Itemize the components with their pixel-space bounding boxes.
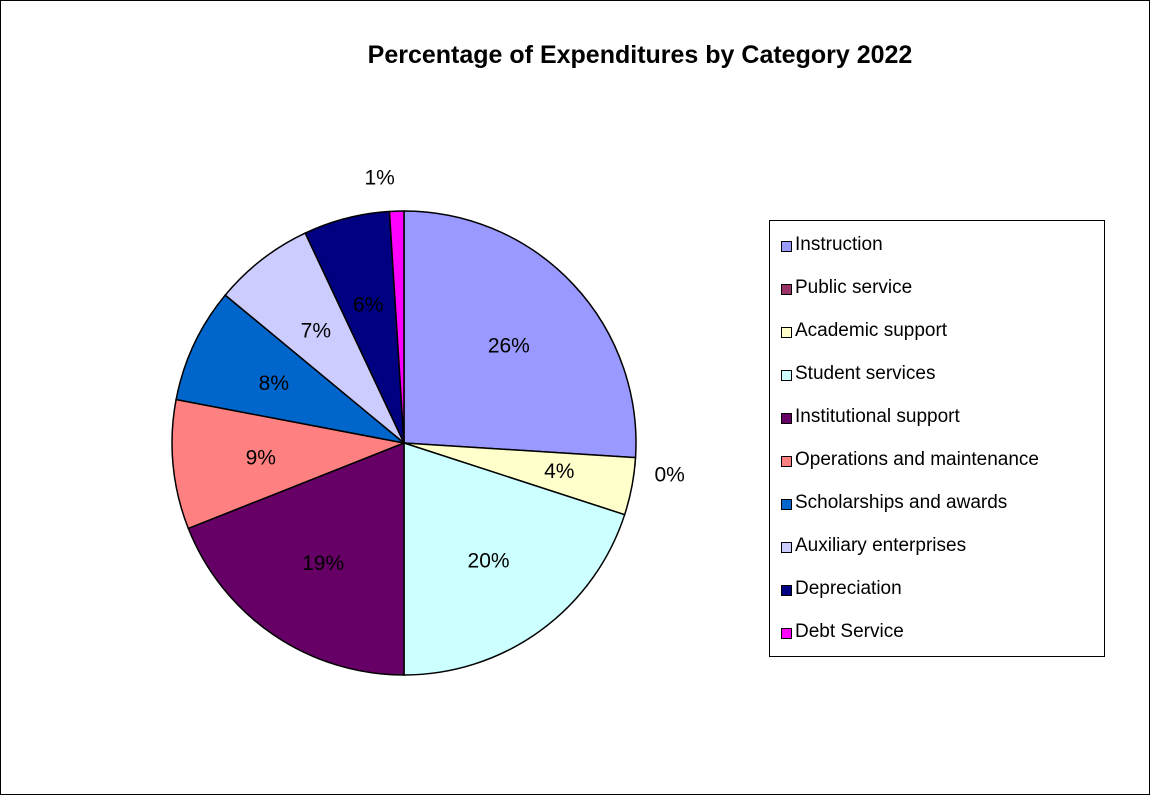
legend-swatch (781, 585, 792, 596)
pie-slice-instruction (403, 210, 637, 459)
legend-label: Academic support (795, 320, 948, 341)
pie-slice-student-services (403, 441, 626, 676)
legend-label: Student services (795, 363, 936, 384)
data-label-operations-and-maintenance: 9% (246, 447, 276, 470)
legend: Instruction Public service Academic suppor… (769, 220, 1105, 657)
legend-swatch (781, 499, 792, 510)
legend-item-auxiliary-enterprises: Auxiliary enterprises (770, 535, 1104, 578)
legend-swatch (781, 628, 792, 639)
legend-label: Operations and maintenance (795, 449, 1039, 470)
data-label-student-services: 20% (468, 549, 510, 572)
pie-slice-debt-service (388, 210, 405, 444)
legend-swatch (781, 542, 792, 553)
legend-item-depreciation: Depreciation (770, 578, 1104, 621)
pie-slice-institutional-support (187, 441, 405, 676)
legend-swatch (781, 413, 792, 424)
legend-item-public-service: Public service (770, 277, 1104, 320)
data-label-institutional-support: 19% (302, 552, 344, 575)
pie-slice-operations-and-maintenance (171, 398, 407, 530)
data-label-debt-service: 1% (364, 166, 394, 189)
legend-swatch (781, 370, 792, 381)
data-label-public-service: 0% (654, 463, 684, 486)
legend-label: Institutional support (795, 406, 960, 427)
legend-item-institutional-support: Institutional support (770, 406, 1104, 449)
legend-label: Public service (795, 277, 913, 298)
legend-item-debt-service: Debt Service (770, 621, 1104, 664)
legend-label: Depreciation (795, 578, 902, 599)
legend-swatch (781, 456, 792, 467)
legend-item-student-services: Student services (770, 363, 1104, 406)
pie-slice-auxiliary-enterprises (224, 232, 405, 444)
chart-title: Percentage of Expenditures by Category 2… (367, 41, 913, 69)
pie-slice-scholarships-and-awards (175, 294, 405, 444)
data-label-instruction: 26% (488, 335, 530, 358)
legend-swatch (781, 327, 792, 338)
data-label-academic-support: 4% (544, 460, 574, 483)
data-label-scholarships-and-awards: 8% (259, 372, 289, 395)
legend-swatch (781, 284, 792, 295)
legend-label: Auxiliary enterprises (795, 535, 967, 556)
legend-label: Debt Service (795, 621, 904, 642)
legend-item-instruction: Instruction (770, 234, 1104, 277)
legend-item-scholarships-and-awards: Scholarships and awards (770, 492, 1104, 535)
legend-item-operations-and-maintenance: Operations and maintenance (770, 449, 1104, 492)
legend-label: Scholarships and awards (795, 492, 1008, 513)
data-label-auxiliary-enterprises: 7% (301, 319, 331, 342)
legend-swatch (781, 241, 792, 252)
legend-item-academic-support: Academic support (770, 320, 1104, 363)
legend-label: Instruction (795, 234, 883, 255)
data-label-depreciation: 6% (353, 294, 383, 317)
